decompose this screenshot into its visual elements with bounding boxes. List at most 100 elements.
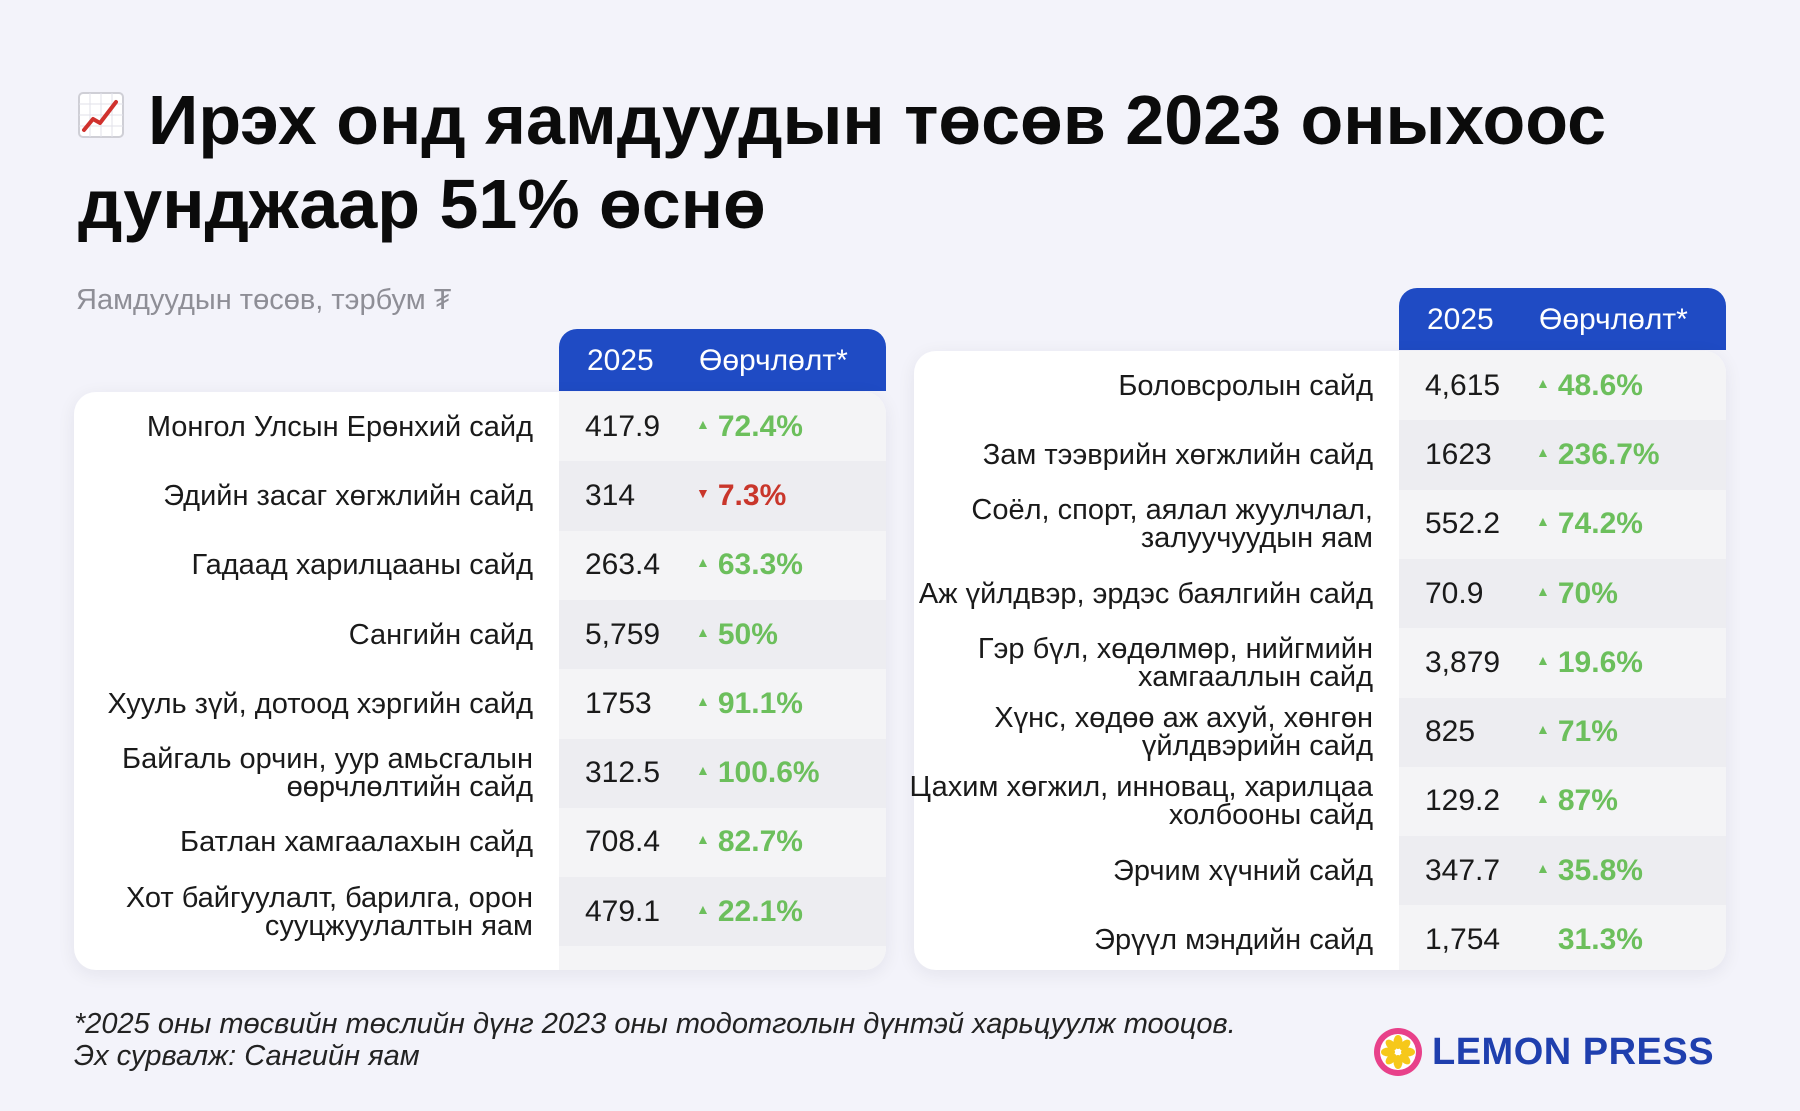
budget-value: 417.9 (585, 409, 661, 443)
ministry-name: Аж үйлдвэр, эрдэс баялгийн сайд (918, 577, 1373, 610)
change-value: ▲ 48.6% (1536, 351, 1643, 420)
table-row: Цахим хөгжил, инновац, харилцаа холбооны… (910, 767, 1726, 836)
column-header-change: Өөрчлөлт* (699, 344, 848, 377)
row-value-cells (1399, 697, 1726, 767)
table-row: Боловсролын сайд 4,615 ▲ 48.6% (914, 351, 1726, 420)
change-value: ▲ 50% (696, 600, 778, 669)
change-percent: 19.6% (1557, 645, 1643, 679)
table-row: Аж үйлдвэр, эрдэс баялгийн сайд 70.9 ▲ 70% (914, 558, 1726, 629)
ministry-name: Боловсролын сайд (1118, 369, 1373, 402)
budget-value: 263.4 (585, 548, 661, 582)
triangle-up-icon: ▲ (1536, 582, 1550, 599)
triangle-up-icon: ▲ (1536, 721, 1550, 738)
change-value: ▲ 35.8% (1536, 836, 1643, 905)
right-table-header: 2025 Өөрчлөлт* (1399, 288, 1726, 350)
ministry-name: Байгаль орчин, уур амьсгалын өөрчлөлтийн… (122, 743, 533, 804)
chart-increasing-icon (78, 92, 124, 138)
logo-text: LEMON PRESS (1432, 1030, 1715, 1073)
budget-value: 1753 (585, 686, 652, 720)
change-percent: 82.7% (717, 825, 803, 859)
change-percent: 7.3% (717, 478, 787, 512)
change-percent: 87% (1557, 784, 1618, 818)
change-value: ▼ 7.3% (696, 461, 786, 530)
right-budget-table: Боловсролын сайд 4,615 ▲ 48.6% Зам тээврийн … (910, 351, 1726, 970)
ministry-name: Батлан хамгаалахын сайд (180, 826, 533, 859)
budget-value: 312.5 (585, 756, 661, 790)
ministry-name: Хууль зүй, дотоод хэргийн сайд (107, 687, 533, 720)
page-title: Ирэх онд яамдуудын төсөв 2023 оныхоос ду… (78, 78, 1758, 246)
budget-value: 708.4 (585, 825, 661, 859)
table-row: Хууль зүй, дотоод хэргийн сайд 1753 ▲ 91.1% (74, 669, 886, 738)
triangle-up-icon: ▲ (1536, 651, 1550, 668)
budget-value: 70.9 (1425, 576, 1484, 610)
change-value: ▲ 74.2% (1536, 490, 1643, 559)
column-header-change: Өөрчлөлт* (1539, 303, 1688, 336)
row-value-cells (559, 738, 886, 808)
change-percent: 70% (1557, 576, 1618, 610)
table-row: Соёл, спорт, аялал жуулчлал, залуучуудын… (914, 490, 1726, 559)
ministry-name: Хот байгуулалт, барилга, орон сууцжуулал… (125, 881, 533, 942)
change-percent: 71% (1557, 715, 1618, 749)
footnote: *2025 оны төсвийн төслийн дүнг 2023 оны … (74, 1008, 1236, 1072)
triangle-down-icon: ▼ (696, 484, 710, 501)
triangle-up-icon: ▲ (696, 415, 710, 432)
ministry-name: Монгол Улсын Ерөнхий сайд (146, 410, 533, 443)
budget-value: 1623 (1425, 437, 1492, 471)
budget-value: 552.2 (1425, 507, 1501, 541)
row-value-cells (559, 877, 886, 947)
table-row: Батлан хамгаалахын сайд 708.4 ▲ 82.7% (74, 808, 886, 877)
triangle-up-icon: ▲ (1536, 374, 1550, 391)
ministry-name: Гадаад харилцааны сайд (191, 549, 533, 582)
change-percent: 236.7% (1557, 437, 1660, 471)
change-value: ▲ 19.6% (1536, 628, 1643, 697)
footnote-method: *2025 оны төсвийн төслийн дүнг 2023 оны … (74, 1008, 1236, 1040)
table-row: Эдийн засаг хөгжлийн сайд 314 ▼ 7.3% (74, 461, 886, 531)
triangle-up-icon: ▲ (1536, 790, 1550, 807)
footnote-source: Эх сурвалж: Сангийн яам (74, 1040, 420, 1072)
left-budget-table: Монгол Улсын Ерөнхий сайд 417.9 ▲ 72.4% Эдий… (74, 392, 886, 970)
change-value: ▲ 82.7% (696, 808, 803, 877)
title-text: Ирэх онд яамдуудын төсөв 2023 оныхоос ду… (78, 81, 1607, 243)
budget-value: 129.2 (1425, 784, 1501, 818)
ministry-name: Хүнс, хөдөө аж ахуй, хөнгөн үйлдвэрийн с… (994, 702, 1373, 763)
triangle-up-icon: ▲ (1536, 513, 1550, 530)
left-table-header: 2025 Өөрчлөлт* (559, 329, 886, 391)
change-value: ▲ 87% (1536, 767, 1618, 836)
change-value: ▲ 70% (1536, 559, 1618, 628)
table-row: Гэр бүл, хөдөлмөр, нийгмийн хамгааллын с… (914, 628, 1726, 697)
change-value: ▲ 72.4% (696, 392, 803, 461)
budget-value: 5,759 (585, 617, 661, 651)
change-value: ▲ 22.1% (696, 877, 803, 946)
triangle-up-icon: ▲ (696, 692, 710, 709)
ministry-name: Эдийн засаг хөгжлийн сайд (163, 479, 533, 512)
lemon-press-logo: LEMON PRESS (1372, 1024, 1714, 1080)
table-row: Эрүүл мэндийн сайд 1,754 ▲31.3% (914, 905, 1726, 974)
budget-value: 4,615 (1425, 368, 1501, 402)
column-header-year: 2025 (587, 344, 654, 377)
change-value: ▲ 100.6% (696, 739, 820, 808)
row-value-cells (1399, 558, 1726, 629)
change-value: ▲ 71% (1536, 698, 1618, 767)
table-row: Монгол Улсын Ерөнхий сайд 417.9 ▲ 72.4% (74, 392, 886, 461)
ministry-name: Соёл, спорт, аялал жуулчлал, залуучуудын… (971, 494, 1373, 555)
row-value-cells (1399, 836, 1726, 906)
ministry-name: Зам тээврийн хөгжлийн сайд (982, 438, 1373, 471)
change-value: ▲ 63.3% (696, 531, 803, 600)
triangle-up-icon: ▲ (696, 900, 710, 917)
change-percent: 100.6% (717, 756, 820, 790)
table-row: Хүнс, хөдөө аж ахуй, хөнгөн үйлдвэрийн с… (914, 697, 1726, 767)
change-value: ▲31.3% (1536, 905, 1643, 974)
triangle-up-icon: ▲ (696, 554, 710, 571)
change-value: ▲ 91.1% (696, 669, 803, 738)
chart-subtitle: Яамдуудын төсөв, тэрбум ₮ (76, 284, 452, 316)
budget-value: 1,754 (1425, 923, 1501, 957)
ministry-name: Гэр бүл, хөдөлмөр, нийгмийн хамгааллын с… (977, 632, 1373, 693)
triangle-up-icon: ▲ (1536, 443, 1550, 460)
change-percent: 72.4% (717, 409, 803, 443)
change-percent: 48.6% (1557, 368, 1643, 402)
triangle-up-icon: ▲ (1536, 859, 1550, 876)
ministry-name: Цахим хөгжил, инновац, харилцаа холбооны… (909, 771, 1373, 832)
budget-value: 479.1 (585, 894, 661, 928)
change-percent: 35.8% (1557, 853, 1643, 887)
change-percent: 22.1% (717, 894, 803, 928)
